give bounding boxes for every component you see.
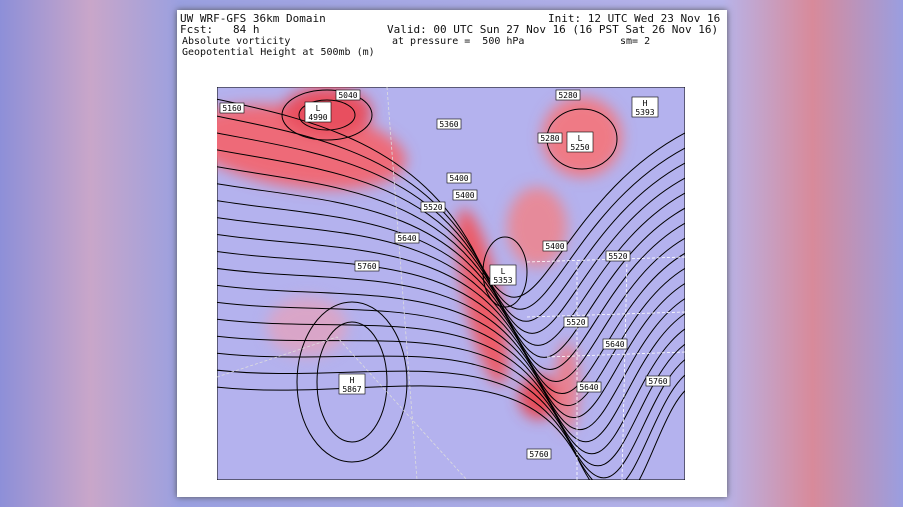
center-box bbox=[631, 96, 659, 118]
contour-label: 5520 bbox=[423, 203, 442, 212]
label-box bbox=[563, 316, 589, 328]
center-value: 5867 bbox=[342, 385, 361, 394]
contour-label: 5160 bbox=[222, 104, 241, 113]
center-value: 5250 bbox=[570, 143, 589, 152]
contour-label: 5520 bbox=[608, 252, 627, 261]
contour bbox=[217, 284, 685, 431]
center-type: L bbox=[578, 134, 583, 143]
field: Absolute vorticity bbox=[182, 36, 291, 47]
label-box bbox=[452, 189, 478, 201]
contour bbox=[217, 352, 685, 479]
label-box bbox=[602, 338, 628, 350]
contour bbox=[217, 301, 685, 443]
boundaries bbox=[217, 87, 685, 480]
contour-label: 5760 bbox=[529, 450, 548, 459]
contour-label: 5040 bbox=[338, 91, 357, 100]
center-value: 5393 bbox=[635, 108, 654, 117]
forecast: Fcst: 84 h bbox=[180, 23, 260, 36]
center-type: H bbox=[350, 376, 355, 385]
contour-label: 5400 bbox=[545, 242, 564, 251]
labels: 5160 5040 5360 5280 5280 5400 5400 5520 5640 5400… bbox=[219, 89, 671, 460]
contour bbox=[296, 301, 408, 463]
contour bbox=[217, 318, 685, 455]
contour-label: 5360 bbox=[439, 120, 458, 129]
contour-label: 5640 bbox=[579, 383, 598, 392]
center-type: L bbox=[316, 104, 321, 113]
center-value: 4990 bbox=[308, 113, 327, 122]
label-box bbox=[394, 232, 420, 244]
contour-label: 5640 bbox=[397, 234, 416, 243]
contour-label: 5760 bbox=[648, 377, 667, 386]
label-box bbox=[576, 381, 602, 393]
valid: Valid: 00 UTC Sun 27 Nov 16 (16 PST Sat … bbox=[387, 23, 719, 36]
contour-label: 5400 bbox=[455, 191, 474, 200]
init: Init: 12 UTC Wed 23 Nov 16 bbox=[548, 12, 721, 25]
label-box bbox=[436, 118, 462, 130]
contour-label: 5760 bbox=[357, 262, 376, 271]
label-box bbox=[537, 132, 563, 144]
contour bbox=[482, 236, 528, 308]
label-box bbox=[542, 240, 568, 252]
label-box bbox=[446, 172, 472, 184]
contour-label: 5280 bbox=[540, 134, 559, 143]
contour bbox=[316, 321, 388, 443]
center-box bbox=[489, 264, 517, 286]
center-type: H bbox=[643, 99, 648, 108]
label-box bbox=[219, 102, 245, 114]
center-type: L bbox=[501, 267, 506, 276]
title: UW WRF-GFS 36km Domain bbox=[180, 12, 326, 25]
contour bbox=[217, 369, 685, 480]
center-value: 5353 bbox=[493, 276, 512, 285]
center-box bbox=[304, 101, 332, 123]
label-box bbox=[645, 375, 671, 387]
label-box bbox=[420, 201, 446, 213]
contour-label: 5640 bbox=[605, 340, 624, 349]
map: 5160 5040 5360 5280 5280 5400 5400 5520 5640 5400… bbox=[217, 87, 685, 480]
field: Geopotential Height at 500mb (m) bbox=[182, 47, 375, 58]
contour-label: 5520 bbox=[566, 318, 585, 327]
contour bbox=[298, 99, 356, 131]
pressure: at pressure = 500 hPa bbox=[392, 36, 525, 47]
contour-label: 5400 bbox=[449, 174, 468, 183]
contour-label: 5280 bbox=[558, 91, 577, 100]
contour bbox=[281, 89, 373, 141]
label-box bbox=[605, 250, 631, 262]
label-box bbox=[354, 260, 380, 272]
label-box bbox=[526, 448, 552, 460]
label-box bbox=[555, 89, 581, 101]
smoothing: sm= 2 bbox=[620, 36, 651, 47]
center-box bbox=[338, 373, 366, 395]
center-box bbox=[566, 131, 594, 153]
label-box bbox=[335, 89, 361, 101]
